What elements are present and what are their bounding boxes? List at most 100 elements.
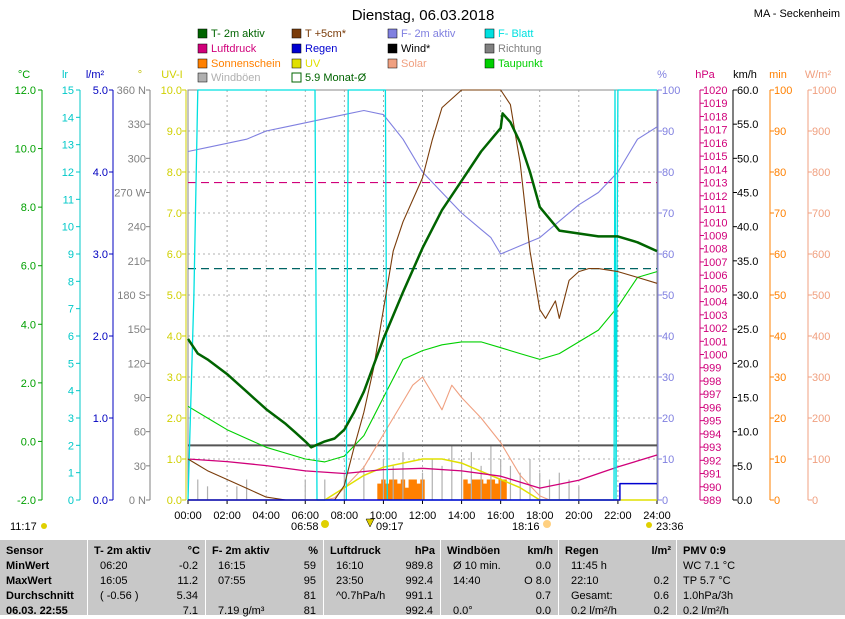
stats-row: 16:05 11.2 [88, 574, 206, 589]
axis-label-hpa: 1011 [703, 204, 727, 216]
axis-label-dir: 90 [134, 393, 146, 405]
axis-label-kmh: 50.0 [737, 153, 758, 165]
axis-label-lr: 0 [68, 495, 74, 507]
sunshine-bar [416, 483, 421, 500]
stats-row: Durchschnitt [0, 589, 87, 604]
stats-value: 95 [303, 575, 316, 587]
axis-label-kmh: 20.0 [737, 358, 758, 370]
stats-time: 06:20 [100, 560, 128, 572]
sunshine-bar [389, 479, 394, 500]
axis-label-hpa: 1000 [703, 350, 727, 362]
stats-time: 0.0° [453, 605, 473, 617]
legend-swatch [197, 43, 208, 54]
x-tick-label: 08:00 [331, 510, 359, 522]
stats-unit: °C [187, 545, 200, 557]
axis-unit-lr: lr [62, 69, 68, 81]
stats-row: ^0.7hPa/h 991.1 [324, 589, 441, 604]
axis-label-hpa: 1009 [703, 230, 727, 242]
moonset-icon [646, 522, 652, 528]
sunshine-bar [475, 479, 480, 500]
axis-label-temp: 12.0 [15, 85, 36, 97]
axis-label-hum: 40 [662, 331, 674, 343]
sunshine-bar [502, 479, 507, 500]
legend-swatch [291, 28, 302, 39]
stats-time: 14:40 [453, 575, 481, 587]
axis-unit-temp: °C [18, 69, 30, 81]
sunshine-bar [404, 487, 410, 500]
legend-label: Richtung [498, 43, 541, 55]
sunshine-bar [412, 479, 417, 500]
stats-unit: l/m² [651, 545, 671, 557]
x-tick-label: 12:00 [409, 510, 437, 522]
stats-title: Luftdruck [330, 545, 381, 557]
stats-row: 992.4 [324, 604, 441, 619]
axis-label-hpa: 1005 [703, 283, 727, 295]
legend-label: T +5cm* [305, 28, 347, 40]
sunshine-bar [463, 479, 468, 500]
stats-value: 59 [303, 560, 316, 572]
axis-label-uv: 3.0 [167, 372, 182, 384]
moonset-label: 23:36 [656, 521, 684, 533]
axis-label-lr: 5 [68, 358, 74, 370]
legend-label: Solar [401, 58, 427, 70]
stats-col-rain: Regen l/m² 11:45 h 22:10 0.2 Gesamt: 0.6 0.2 l/… [558, 540, 677, 617]
axis-label-uv: 4.0 [167, 331, 182, 343]
axis-label-dir: 0 N [129, 495, 146, 507]
stats-time: ( -0.56 ) [100, 590, 139, 602]
axis-label-lr: 7 [68, 304, 74, 316]
legend-swatch [387, 58, 398, 69]
axis-unit-lm2: l/m² [86, 69, 105, 81]
axis-label-lm2: 1.0 [93, 413, 108, 425]
axis-label-lr: 10 [62, 222, 74, 234]
axis-label-min: 30 [774, 372, 786, 384]
axis-label-kmh: 55.0 [737, 119, 758, 131]
x-tick-label: 16:00 [487, 510, 515, 522]
axis-label-min: 80 [774, 167, 786, 179]
legend-label: F- Blatt [498, 28, 533, 40]
axis-label-dir: 330 [128, 119, 146, 131]
sunshine-bar [408, 479, 413, 500]
x-tick-label: 04:00 [252, 510, 280, 522]
axis-label-hpa: 996 [703, 402, 721, 414]
axis-label-min: 50 [774, 290, 786, 302]
stats-value: 7.1 [182, 605, 198, 617]
axis-label-hpa: 991 [703, 469, 721, 481]
axis-label-hpa: 1014 [703, 164, 727, 176]
stats-row: Gesamt: 0.6 [559, 589, 677, 604]
stats-title: F- 2m aktiv [212, 545, 270, 557]
axis-label-wm2: 200 [812, 413, 830, 425]
stats-row: 0.2 l/m²/h 0.2 [559, 604, 677, 619]
stats-time: 11:45 h [571, 560, 607, 572]
axis-label-dir: 180 S [117, 290, 146, 302]
axis-label-hpa: 995 [703, 416, 721, 428]
axis-label-hpa: 993 [703, 442, 721, 454]
series-line [187, 271, 658, 463]
axis-label-wm2: 0 [812, 495, 818, 507]
moon-icon [41, 523, 47, 529]
series-line [188, 482, 657, 501]
axis-label-hpa: 1007 [703, 257, 727, 269]
x-tick-label: 14:00 [448, 510, 476, 522]
axis-label-kmh: 15.0 [737, 393, 758, 405]
series-line [187, 454, 658, 489]
stats-col-wind: Windböen km/h Ø 10 min. 0.0 14:40 O 8.0 0.7 0.0… [440, 540, 559, 617]
stats-col-hum: F- 2m aktiv% 16:15 59 07:55 95 81 7.19 g/m³ 81 [205, 540, 324, 617]
stats-value: -0.2 [179, 560, 198, 572]
axis-label-hpa: 997 [703, 389, 721, 401]
axis-label-lr: 2 [68, 440, 74, 452]
axis-label-temp: 6.0 [21, 261, 36, 273]
axis-label-min: 40 [774, 331, 786, 343]
series-line [187, 109, 658, 255]
stats-value: 0.6 [653, 590, 669, 602]
stats-unit: km/h [527, 545, 553, 557]
axis-label-hpa: 1004 [703, 297, 727, 309]
sunrise-label: 06:58 [291, 521, 319, 533]
stats-time: 16:05 [100, 575, 128, 587]
x-tick-label: 22:00 [604, 510, 632, 522]
stats-value: 0.0 [535, 605, 551, 617]
axis-label-wm2: 100 [812, 454, 830, 466]
axis-label-temp: 8.0 [21, 202, 36, 214]
legend-swatch [197, 58, 208, 69]
stats-row: 11:45 h [559, 559, 677, 574]
stats-text: Durchschnitt [6, 590, 74, 602]
